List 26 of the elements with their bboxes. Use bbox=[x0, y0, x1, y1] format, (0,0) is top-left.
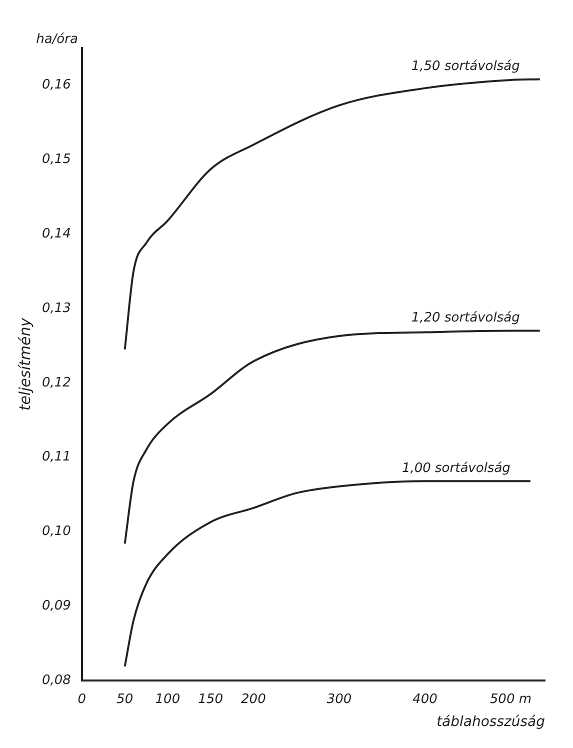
y-tick-label: 0,11 bbox=[42, 450, 71, 465]
y-tick-label: 0,13 bbox=[42, 300, 71, 316]
y-tick-label: 0,15 bbox=[42, 152, 71, 168]
x-tick-label: 500 m bbox=[490, 692, 532, 707]
line-series bbox=[124, 330, 541, 545]
x-tick-label: 50 bbox=[116, 692, 134, 707]
line-series bbox=[124, 78, 541, 350]
x-tick-label: 400 bbox=[412, 692, 438, 707]
series-label: 1,50 sortávolság bbox=[411, 59, 520, 74]
y-tick-label: 0,12 bbox=[42, 375, 71, 390]
x-tick-label: 150 bbox=[198, 692, 223, 707]
y-tick-label: 0,16 bbox=[42, 78, 71, 93]
x-tick-label: 200 bbox=[241, 692, 266, 707]
series-label: 1,00 sortávolság bbox=[402, 461, 510, 476]
x-tick-label: 300 bbox=[326, 692, 352, 707]
x-axis-title: táblahosszúság bbox=[436, 714, 546, 730]
y-tick-label: 0,09 bbox=[42, 598, 71, 614]
line-series bbox=[124, 480, 532, 668]
x-tick-label: 0 bbox=[78, 692, 86, 707]
series-label: 1,20 sortávolság bbox=[411, 310, 520, 326]
y-axis-title: teljesítmény bbox=[16, 316, 34, 411]
text: ha/óra bbox=[36, 32, 78, 47]
y-tick-label: 0,08 bbox=[42, 672, 71, 688]
y-tick-label: 0,14 bbox=[42, 226, 71, 242]
y-tick-label: 0,10 bbox=[42, 524, 71, 540]
x-tick-label: 100 bbox=[155, 692, 180, 707]
